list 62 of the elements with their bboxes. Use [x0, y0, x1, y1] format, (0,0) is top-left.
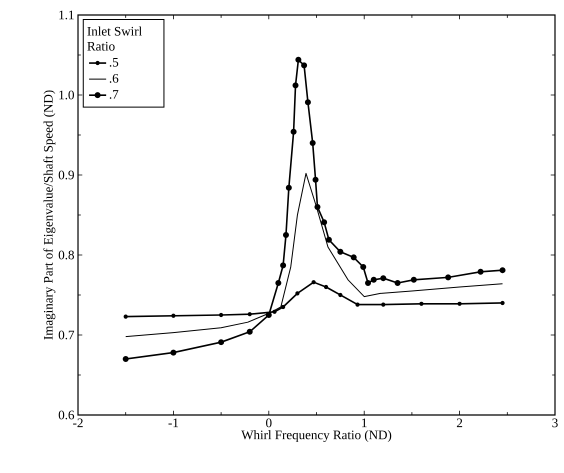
point	[292, 82, 299, 88]
legend-label: .6	[110, 74, 118, 83]
point	[419, 302, 424, 306]
point	[478, 268, 484, 275]
point	[275, 280, 282, 286]
point	[246, 328, 253, 335]
point	[282, 232, 289, 238]
x-tick-label: 2	[456, 418, 462, 428]
point	[338, 292, 342, 298]
point	[124, 314, 128, 319]
y-tick-label: 0.7	[58, 330, 74, 340]
x-tick-label: 1	[362, 418, 367, 428]
y-tick-label: 0.8	[58, 250, 74, 260]
point	[360, 264, 366, 270]
y-tick-label: 0.6	[58, 410, 74, 420]
point	[458, 302, 462, 306]
point	[350, 254, 357, 260]
point	[218, 339, 224, 346]
point	[312, 176, 319, 183]
point	[301, 62, 308, 68]
point	[326, 236, 332, 243]
point	[171, 314, 176, 318]
legend-title: Inlet Swirl Ratio	[87, 26, 142, 51]
point	[304, 99, 311, 106]
point	[445, 274, 452, 280]
y-axis-title: Imaginary Part of Eigenvalue/Shaft Speed (ND)	[43, 90, 56, 340]
x-tick-label: 0	[266, 418, 272, 428]
x-tick-label: 3	[552, 418, 558, 428]
point	[321, 219, 328, 226]
y-tick-label: 1.1	[59, 10, 74, 20]
point	[310, 140, 316, 146]
point	[394, 280, 401, 286]
point	[355, 302, 360, 307]
legend-label: .5	[110, 58, 118, 67]
point	[380, 275, 386, 282]
point	[500, 267, 506, 274]
point	[314, 204, 320, 210]
point	[280, 262, 286, 268]
point	[370, 276, 377, 283]
point	[410, 276, 417, 283]
point	[295, 291, 300, 296]
point	[365, 280, 372, 286]
y-tick-label: 0.9	[58, 170, 74, 180]
point	[290, 128, 297, 135]
x-tick-label: -1	[168, 418, 178, 428]
point	[170, 350, 176, 356]
legend-label: .7	[110, 90, 118, 99]
point	[324, 284, 328, 290]
point	[381, 302, 386, 307]
point	[281, 304, 286, 310]
point	[272, 310, 277, 314]
x-axis-title: Whirl Frequency Ratio (ND)	[241, 430, 392, 442]
point	[219, 312, 224, 318]
point	[122, 356, 129, 362]
point	[295, 56, 302, 63]
point	[312, 280, 316, 284]
point	[337, 248, 344, 255]
x-tick-label: -2	[73, 418, 83, 428]
point	[248, 312, 252, 316]
point	[286, 184, 292, 191]
y-tick-label: 1.0	[59, 90, 74, 100]
point	[500, 300, 505, 306]
